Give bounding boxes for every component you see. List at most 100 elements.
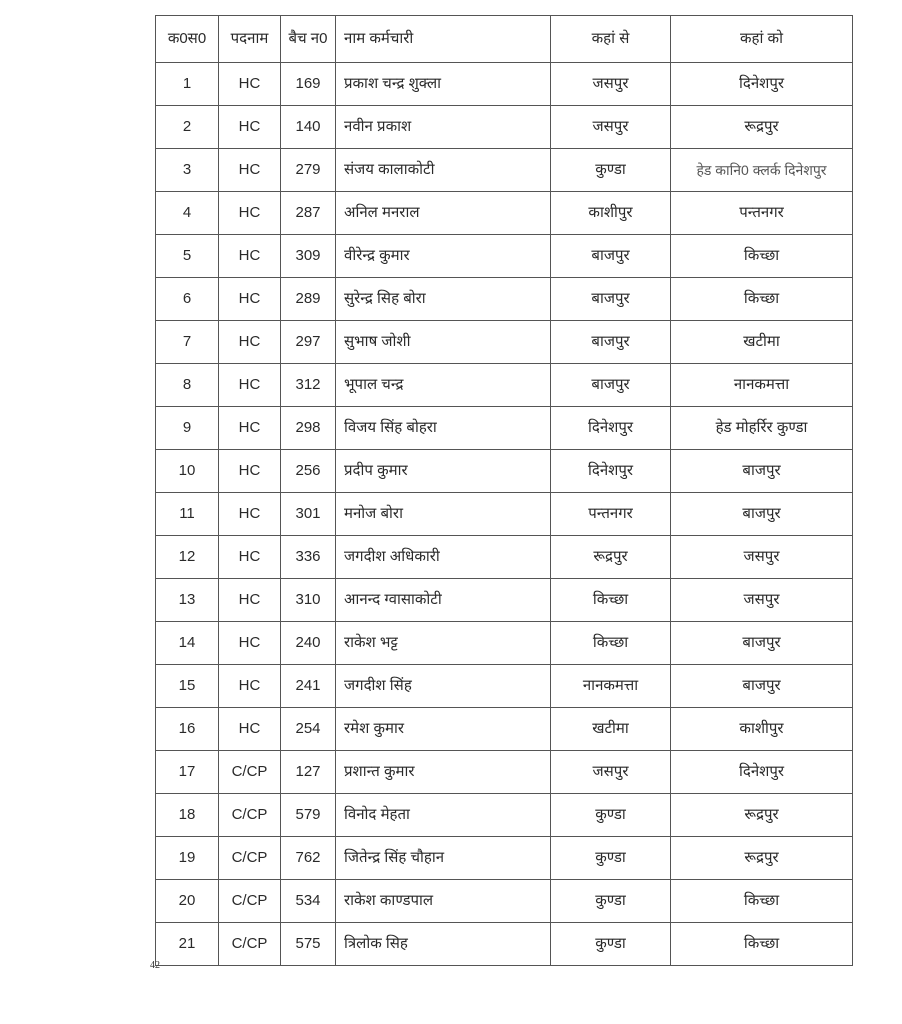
cell-batch-no: 289 (280, 277, 336, 321)
cell-serial-no: 4 (155, 191, 219, 235)
cell-batch-no: 127 (280, 750, 336, 794)
table-row: 20 C/CP 534 राकेश काण्डपाल कुण्डा किच्छा (155, 879, 853, 923)
cell-employee-name: नवीन प्रकाश (335, 105, 551, 149)
cell-to-location: जसपुर (670, 578, 853, 622)
cell-serial-no: 1 (155, 62, 219, 106)
cell-designation: HC (218, 363, 281, 407)
cell-batch-no: 298 (280, 406, 336, 450)
cell-employee-name: जगदीश अधिकारी (335, 535, 551, 579)
cell-designation: HC (218, 320, 281, 364)
table-row: 15 HC 241 जगदीश सिंह नानकमत्ता बाजपुर (155, 664, 853, 708)
cell-designation: C/CP (218, 750, 281, 794)
cell-batch-no: 309 (280, 234, 336, 278)
cell-batch-no: 254 (280, 707, 336, 751)
table-row: 7 HC 297 सुभाष जोशी बाजपुर खटीमा (155, 320, 853, 364)
cell-from-location: पन्तनगर (550, 492, 671, 536)
cell-batch-no: 301 (280, 492, 336, 536)
cell-batch-no: 287 (280, 191, 336, 235)
table-row: 5 HC 309 वीरेन्द्र कुमार बाजपुर किच्छा (155, 234, 853, 278)
cell-designation: C/CP (218, 836, 281, 880)
cell-from-location: नानकमत्ता (550, 664, 671, 708)
table-row: 14 HC 240 राकेश भट्ट किच्छा बाजपुर (155, 621, 853, 665)
cell-serial-no: 20 (155, 879, 219, 923)
table-row: 12 HC 336 जगदीश अधिकारी रूद्रपुर जसपुर (155, 535, 853, 579)
cell-batch-no: 240 (280, 621, 336, 665)
table-row: 18 C/CP 579 विनोद मेहता कुण्डा रूद्रपुर (155, 793, 853, 837)
cell-serial-no: 5 (155, 234, 219, 278)
cell-from-location: कुण्डा (550, 836, 671, 880)
cell-from-location: दिनेशपुर (550, 406, 671, 450)
column-header-batch-no: बैच न0 (280, 15, 336, 63)
cell-to-location: काशीपुर (670, 707, 853, 751)
table-row: 6 HC 289 सुरेन्द्र सिह बोरा बाजपुर किच्छा (155, 277, 853, 321)
cell-employee-name: विनोद मेहता (335, 793, 551, 837)
cell-from-location: बाजपुर (550, 363, 671, 407)
cell-designation: C/CP (218, 922, 281, 966)
cell-to-location: रूद्रपुर (670, 105, 853, 149)
cell-to-location: खटीमा (670, 320, 853, 364)
table-row: 10 HC 256 प्रदीप कुमार दिनेशपुर बाजपुर (155, 449, 853, 493)
cell-designation: C/CP (218, 793, 281, 837)
cell-designation: HC (218, 707, 281, 751)
cell-from-location: बाजपुर (550, 277, 671, 321)
table-row: 8 HC 312 भूपाल चन्द्र बाजपुर नानकमत्ता (155, 363, 853, 407)
cell-designation: HC (218, 535, 281, 579)
cell-batch-no: 336 (280, 535, 336, 579)
cell-employee-name: रमेश कुमार (335, 707, 551, 751)
cell-to-location: दिनेशपुर (670, 750, 853, 794)
cell-employee-name: अनिल मनराल (335, 191, 551, 235)
cell-employee-name: प्रदीप कुमार (335, 449, 551, 493)
cell-batch-no: 579 (280, 793, 336, 837)
cell-to-location: किच्छा (670, 879, 853, 923)
header-row: क0स0 पदनाम बैच न0 नाम कर्मचारी कहां से कहां क… (155, 15, 853, 63)
cell-designation: C/CP (218, 879, 281, 923)
cell-from-location: कुण्डा (550, 148, 671, 192)
cell-to-location: बाजपुर (670, 449, 853, 493)
cell-batch-no: 310 (280, 578, 336, 622)
table-row: 21 C/CP 575 त्रिलोक सिह कुण्डा किच्छा (155, 922, 853, 966)
cell-designation: HC (218, 664, 281, 708)
cell-employee-name: प्रकाश चन्द्र शुक्ला (335, 62, 551, 106)
table-row: 4 HC 287 अनिल मनराल काशीपुर पन्तनगर (155, 191, 853, 235)
cell-serial-no: 18 (155, 793, 219, 837)
table-row: 3 HC 279 संजय कालाकोटी कुण्डा हेड कानि0 क्लर्… (155, 148, 853, 192)
cell-serial-no: 13 (155, 578, 219, 622)
cell-to-location: बाजपुर (670, 492, 853, 536)
page-number: 42 (150, 960, 160, 971)
cell-from-location: जसपुर (550, 62, 671, 106)
cell-from-location: कुण्डा (550, 879, 671, 923)
cell-to-location: जसपुर (670, 535, 853, 579)
cell-to-location: पन्तनगर (670, 191, 853, 235)
column-header-employee-name: नाम कर्मचारी (335, 15, 551, 63)
cell-to-location: हेड कानि0 क्लर्क दिनेशपुर (670, 148, 853, 192)
cell-employee-name: जगदीश सिंह (335, 664, 551, 708)
cell-to-location: रूद्रपुर (670, 793, 853, 837)
cell-batch-no: 534 (280, 879, 336, 923)
cell-from-location: जसपुर (550, 750, 671, 794)
cell-employee-name: राकेश भट्ट (335, 621, 551, 665)
cell-to-location: किच्छा (670, 922, 853, 966)
cell-employee-name: त्रिलोक सिह (335, 922, 551, 966)
cell-from-location: किच्छा (550, 621, 671, 665)
cell-serial-no: 16 (155, 707, 219, 751)
cell-designation: HC (218, 578, 281, 622)
cell-from-location: जसपुर (550, 105, 671, 149)
cell-to-location: किच्छा (670, 234, 853, 278)
cell-batch-no: 241 (280, 664, 336, 708)
table-row: 1 HC 169 प्रकाश चन्द्र शुक्ला जसपुर दिनेशपुर (155, 62, 853, 106)
cell-from-location: काशीपुर (550, 191, 671, 235)
column-header-serial-no: क0स0 (155, 15, 219, 63)
cell-serial-no: 17 (155, 750, 219, 794)
cell-employee-name: मनोज बोरा (335, 492, 551, 536)
column-header-designation: पदनाम (218, 15, 281, 63)
cell-serial-no: 14 (155, 621, 219, 665)
cell-batch-no: 256 (280, 449, 336, 493)
cell-serial-no: 6 (155, 277, 219, 321)
column-header-from-location: कहां से (550, 15, 671, 63)
cell-employee-name: राकेश काण्डपाल (335, 879, 551, 923)
cell-serial-no: 8 (155, 363, 219, 407)
cell-batch-no: 762 (280, 836, 336, 880)
cell-employee-name: भूपाल चन्द्र (335, 363, 551, 407)
cell-designation: HC (218, 62, 281, 106)
cell-designation: HC (218, 492, 281, 536)
